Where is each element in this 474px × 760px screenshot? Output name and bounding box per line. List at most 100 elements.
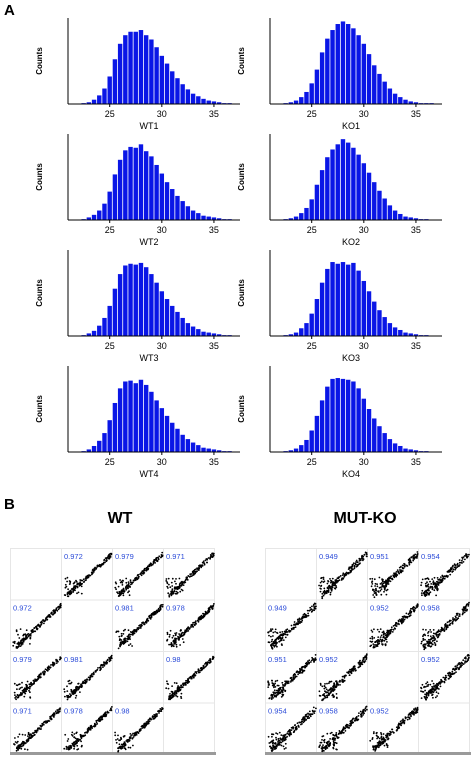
scatter-point — [96, 565, 99, 567]
scatter-point — [322, 735, 325, 737]
scatter-point — [75, 742, 77, 745]
scatter-point — [79, 735, 82, 738]
scatter-point — [26, 680, 29, 683]
scatter-point — [461, 558, 464, 560]
scatter-point — [443, 678, 446, 681]
scatter-point — [102, 666, 104, 668]
scatter-point — [131, 631, 134, 634]
scatter-point — [128, 590, 130, 593]
histogram-bar — [201, 447, 206, 452]
scatter-point — [341, 574, 344, 576]
scatter-point — [22, 742, 24, 744]
scatter-point — [279, 634, 282, 637]
scatter-point — [423, 648, 426, 651]
scatter-point — [183, 581, 186, 584]
scatter-point — [280, 639, 283, 642]
scatter-point — [386, 633, 389, 635]
scatter-point — [142, 726, 145, 729]
scatter-point — [460, 664, 463, 666]
histogram-bar — [309, 313, 314, 336]
scatter-point — [325, 746, 328, 749]
scatter-point — [369, 645, 372, 648]
scatter-point — [82, 578, 85, 581]
scatter-point — [281, 739, 284, 741]
scatter-point — [166, 631, 169, 634]
correlation-label: 0.958 — [319, 707, 338, 716]
scatter-point — [168, 643, 171, 646]
panel-b-label: B — [4, 496, 15, 513]
scatter-point — [82, 680, 84, 683]
scatter-point — [201, 564, 204, 567]
scatter-point — [12, 641, 15, 643]
scatter-point — [388, 632, 391, 635]
scatter-point — [292, 627, 295, 629]
scatter-point — [308, 717, 310, 719]
scatter-point — [108, 553, 111, 555]
scatter-point — [126, 587, 129, 589]
histogram-bar — [392, 327, 398, 336]
scatter-point — [271, 646, 273, 649]
histogram-bar — [86, 217, 92, 220]
scatter-point — [289, 681, 292, 683]
histogram-bar — [309, 199, 314, 220]
scatter-point — [371, 635, 374, 638]
histogram-bar — [377, 190, 382, 220]
scatter-point — [299, 670, 302, 673]
scatter-point — [21, 681, 23, 684]
scatter-point — [423, 593, 426, 596]
histogram-bar — [91, 445, 97, 452]
scatter-point — [286, 633, 289, 636]
histogram-bar — [340, 21, 346, 104]
scatter-point — [452, 564, 454, 567]
scatter-point — [411, 711, 413, 713]
scatter-point — [190, 575, 193, 577]
scatter-point — [159, 608, 162, 611]
scatter-point — [416, 603, 419, 605]
histogram-bar — [413, 218, 419, 220]
histogram-bar — [335, 24, 340, 104]
scatter-point — [151, 563, 154, 566]
scatter-point — [127, 581, 130, 583]
scatter-point — [426, 642, 428, 645]
histogram-bar — [408, 101, 413, 104]
scatter-point — [294, 727, 297, 729]
scatter-point — [323, 739, 325, 742]
scatter-point — [47, 665, 50, 668]
scatter-point — [385, 734, 388, 737]
scatter-point — [302, 614, 305, 616]
scatter-point — [151, 715, 154, 718]
scatter-point — [399, 618, 401, 621]
scatter-point — [433, 576, 436, 579]
scatter-point — [288, 629, 290, 632]
scatter-point — [47, 667, 49, 670]
scatter-point — [378, 640, 381, 643]
scatter-point — [190, 626, 192, 628]
scatter-point — [377, 591, 380, 593]
scatter-point — [397, 570, 400, 573]
histogram-bar — [159, 173, 165, 220]
scatter-point — [199, 669, 201, 672]
scatter-point — [424, 638, 426, 641]
scatter-point — [329, 688, 332, 691]
scatter-point — [169, 697, 171, 699]
scatter-point — [158, 610, 161, 613]
scatter-point — [42, 672, 45, 674]
scatter-point — [268, 634, 270, 637]
scatter-point — [76, 586, 79, 589]
scatter-point — [24, 734, 27, 736]
scatter-point — [462, 659, 465, 662]
scatter-point — [432, 691, 435, 694]
scatter-point — [41, 621, 43, 624]
scatter-point — [158, 712, 160, 714]
scatter-point — [314, 654, 317, 656]
histogram-bar — [190, 210, 196, 220]
scatter-point — [324, 683, 326, 685]
scatter-point — [33, 627, 36, 629]
scatter-point — [405, 716, 407, 719]
histogram-bar — [117, 159, 123, 220]
histogram-bar — [123, 265, 128, 336]
scatter-point — [390, 577, 392, 580]
histogram-bar — [154, 47, 159, 104]
